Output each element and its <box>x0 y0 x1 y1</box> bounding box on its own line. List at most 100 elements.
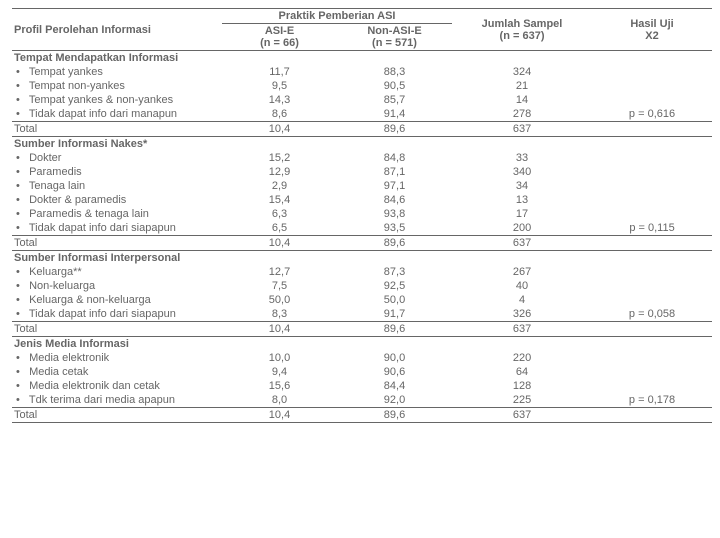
row-label: • Tempat yankes & non-yankes <box>12 93 222 107</box>
col-header-non-asi-e: Non-ASI-E (n = 571) <box>337 24 452 51</box>
cell-p-value: p = 0,178 <box>592 393 712 408</box>
row-label-text: Tempat yankes <box>29 66 103 78</box>
row-label: • Keluarga** <box>12 265 222 279</box>
bullet-icon: • <box>16 222 26 234</box>
table-row: • Tidak dapat info dari siapapun 6,593,52… <box>12 221 712 236</box>
row-label-text: Non-keluarga <box>29 280 95 292</box>
cell-n: 17 <box>452 207 592 221</box>
table-row: • Keluarga & non-keluarga50,050,04 <box>12 293 712 307</box>
row-label: • Tdk terima dari media apapun <box>12 393 222 408</box>
total-non: 89,6 <box>337 322 452 337</box>
bullet-icon: • <box>16 366 26 378</box>
table-row: • Tempat yankes11,788,3324 <box>12 65 712 79</box>
row-label-text: Media elektronik <box>29 352 109 364</box>
total-n: 637 <box>452 408 592 423</box>
bullet-icon: • <box>16 94 26 106</box>
cell-non-asi-e: 92,0 <box>337 393 452 408</box>
row-label-text: Tempat yankes & non-yankes <box>29 94 173 106</box>
bullet-icon: • <box>16 266 26 278</box>
cell-n: 225 <box>452 393 592 408</box>
section-title: Sumber Informasi Interpersonal <box>12 251 712 266</box>
total-row: Total10,489,6637 <box>12 408 712 423</box>
row-label: • Paramedis & tenaga lain <box>12 207 222 221</box>
row-label: • Dokter & paramedis <box>12 193 222 207</box>
row-label: • Media elektronik <box>12 351 222 365</box>
total-n: 637 <box>452 322 592 337</box>
col-header-praktik-group: Praktik Pemberian ASI <box>222 9 452 24</box>
total-label: Total <box>12 322 222 337</box>
section-title: Sumber Informasi Nakes* <box>12 137 712 152</box>
cell-n: 326 <box>452 307 592 322</box>
cell-n: 267 <box>452 265 592 279</box>
row-label-text: Keluarga & non-keluarga <box>29 294 151 306</box>
cell-n: 340 <box>452 165 592 179</box>
section-title: Tempat Mendapatkan Informasi <box>12 51 712 66</box>
cell-asi-e: 12,7 <box>222 265 337 279</box>
row-label-text: Tdk terima dari media apapun <box>29 394 175 406</box>
total-p <box>592 408 712 423</box>
cell-asi-e: 12,9 <box>222 165 337 179</box>
cell-n: 40 <box>452 279 592 293</box>
cell-non-asi-e: 90,0 <box>337 351 452 365</box>
cell-non-asi-e: 90,6 <box>337 365 452 379</box>
cell-p-value: p = 0,115 <box>592 221 712 236</box>
table-row: • Dokter15,284,833 <box>12 151 712 165</box>
cell-n: 200 <box>452 221 592 236</box>
asi-e-label: ASI-E <box>265 25 294 37</box>
section-title: Jenis Media Informasi <box>12 337 712 352</box>
cell-p-value <box>592 193 712 207</box>
row-label: • Tempat non-yankes <box>12 79 222 93</box>
row-label-text: Media cetak <box>29 366 88 378</box>
cell-asi-e: 6,5 <box>222 221 337 236</box>
table-row: • Tidak dapat info dari siapapun8,391,73… <box>12 307 712 322</box>
cell-asi-e: 50,0 <box>222 293 337 307</box>
table-row: • Dokter & paramedis15,484,613 <box>12 193 712 207</box>
cell-asi-e: 8,6 <box>222 107 337 122</box>
cell-p-value <box>592 93 712 107</box>
total-label: Total <box>12 408 222 423</box>
bullet-icon: • <box>16 80 26 92</box>
cell-non-asi-e: 92,5 <box>337 279 452 293</box>
cell-asi-e: 9,5 <box>222 79 337 93</box>
bullet-icon: • <box>16 166 26 178</box>
row-label: • Tempat yankes <box>12 65 222 79</box>
total-p <box>592 122 712 137</box>
cell-p-value <box>592 151 712 165</box>
row-label: • Paramedis <box>12 165 222 179</box>
cell-asi-e: 8,3 <box>222 307 337 322</box>
cell-non-asi-e: 93,8 <box>337 207 452 221</box>
row-label-text: Media elektronik dan cetak <box>29 380 160 392</box>
non-asi-e-n: (n = 571) <box>372 37 417 49</box>
row-label-text: Tidak dapat info dari siapapun <box>29 222 176 234</box>
bullet-icon: • <box>16 280 26 292</box>
cell-asi-e: 2,9 <box>222 179 337 193</box>
bullet-icon: • <box>16 308 26 320</box>
total-row: Total10,489,6637 <box>12 322 712 337</box>
col-header-jumlah: Jumlah Sampel (n = 637) <box>452 9 592 51</box>
bullet-icon: • <box>16 152 26 164</box>
cell-n: 34 <box>452 179 592 193</box>
cell-asi-e: 14,3 <box>222 93 337 107</box>
table-row: • Tenaga lain2,997,134 <box>12 179 712 193</box>
cell-p-value <box>592 207 712 221</box>
cell-asi-e: 7,5 <box>222 279 337 293</box>
cell-asi-e: 6,3 <box>222 207 337 221</box>
cell-non-asi-e: 87,3 <box>337 265 452 279</box>
asi-e-n: (n = 66) <box>260 37 299 49</box>
hasil-sub: X2 <box>645 30 658 42</box>
cell-asi-e: 15,2 <box>222 151 337 165</box>
total-non: 89,6 <box>337 236 452 251</box>
table-row: • Tempat non-yankes9,590,521 <box>12 79 712 93</box>
cell-non-asi-e: 90,5 <box>337 79 452 93</box>
cell-non-asi-e: 85,7 <box>337 93 452 107</box>
cell-non-asi-e: 91,4 <box>337 107 452 122</box>
row-label-text: Tidak dapat info dari siapapun <box>29 308 176 320</box>
table-row: • Tidak dapat info dari manapun8,691,427… <box>12 107 712 122</box>
cell-asi-e: 15,4 <box>222 193 337 207</box>
total-n: 637 <box>452 236 592 251</box>
bullet-icon: • <box>16 352 26 364</box>
cell-asi-e: 8,0 <box>222 393 337 408</box>
jumlah-n: (n = 637) <box>500 30 545 42</box>
cell-non-asi-e: 93,5 <box>337 221 452 236</box>
cell-non-asi-e: 87,1 <box>337 165 452 179</box>
